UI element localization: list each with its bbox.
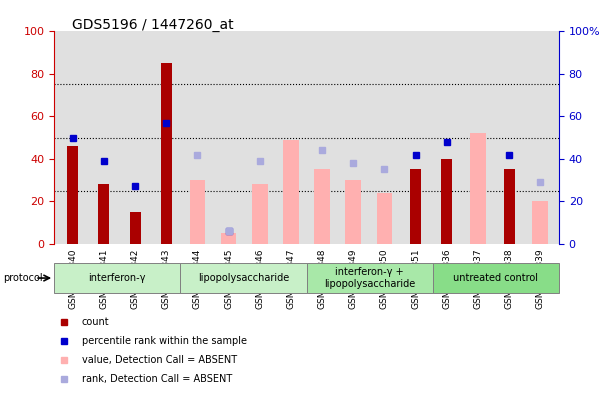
Bar	[161, 63, 172, 244]
Text: percentile rank within the sample: percentile rank within the sample	[82, 336, 247, 346]
Bar	[190, 180, 205, 244]
Text: value, Detection Call = ABSENT: value, Detection Call = ABSENT	[82, 355, 237, 365]
Text: protocol: protocol	[3, 273, 43, 283]
Bar	[410, 169, 421, 244]
Bar	[346, 180, 361, 244]
Bar	[441, 159, 452, 244]
Bar	[67, 146, 78, 244]
Bar	[307, 263, 433, 293]
Bar	[252, 184, 267, 244]
Bar	[180, 263, 307, 293]
Bar	[377, 193, 392, 244]
Text: lipopolysaccharide: lipopolysaccharide	[198, 273, 289, 283]
Bar	[54, 263, 180, 293]
Bar	[221, 233, 236, 244]
Bar	[130, 212, 141, 244]
Text: interferon-γ: interferon-γ	[88, 273, 146, 283]
Bar	[99, 184, 109, 244]
Text: GDS5196 / 1447260_at: GDS5196 / 1447260_at	[72, 18, 234, 32]
Text: rank, Detection Call = ABSENT: rank, Detection Call = ABSENT	[82, 374, 232, 384]
Bar	[470, 133, 486, 244]
Text: interferon-γ +
lipopolysaccharide: interferon-γ + lipopolysaccharide	[324, 267, 415, 289]
Text: count: count	[82, 317, 109, 327]
Bar	[314, 169, 330, 244]
Bar	[433, 263, 559, 293]
Text: untreated control: untreated control	[453, 273, 538, 283]
Bar	[504, 169, 514, 244]
Bar	[532, 201, 548, 244]
Bar	[283, 140, 299, 244]
